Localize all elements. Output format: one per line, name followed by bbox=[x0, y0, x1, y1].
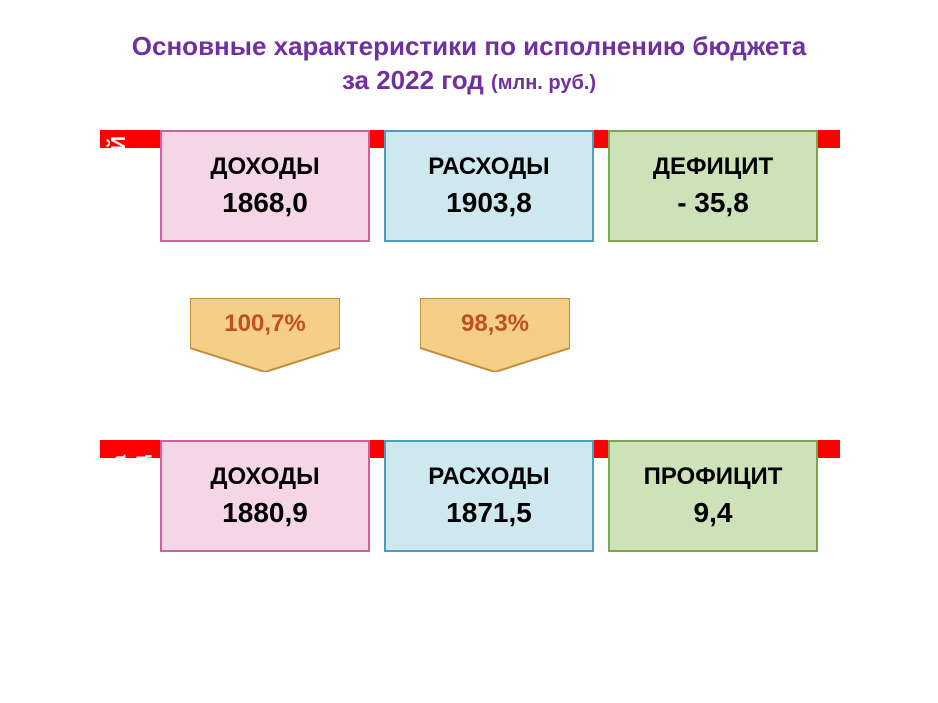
fact-expense-label: РАСХОДЫ bbox=[428, 463, 549, 491]
income-pct-text: 100,7% bbox=[224, 310, 305, 337]
expense-pct-text: 98,3% bbox=[461, 310, 529, 337]
title-line2: за 2022 год bbox=[342, 65, 484, 95]
fact-income-label: ДОХОДЫ bbox=[210, 463, 319, 491]
fact-income-value: 1880,9 bbox=[222, 497, 308, 529]
plan-income-value: 1868,0 bbox=[222, 187, 308, 219]
fact-side-label: ФАКТ за 2022 год bbox=[100, 440, 160, 552]
plan-side-label: ГОДОВОЙ ПЛАН bbox=[100, 130, 160, 242]
title-line1: Основные характеристики по исполнению бю… bbox=[132, 31, 806, 61]
plan-expense-value: 1903,8 bbox=[446, 187, 532, 219]
plan-expense-card: РАСХОДЫ 1903,8 bbox=[384, 130, 594, 242]
expense-pct-arrow: 98,3% bbox=[420, 298, 570, 372]
fact-balance-value: 9,4 bbox=[694, 497, 733, 529]
title-unit: (млн. руб.) bbox=[491, 72, 596, 94]
fact-side-label-l1: ФАКТ за bbox=[108, 455, 130, 537]
plan-balance-value: - 35,8 bbox=[677, 187, 749, 219]
plan-balance-label: ДЕФИЦИТ bbox=[653, 153, 773, 181]
fact-expense-value: 1871,5 bbox=[446, 497, 532, 529]
fact-side-label-l2: 2022 год bbox=[130, 455, 152, 538]
page-title: Основные характеристики по исполнению бю… bbox=[0, 0, 938, 108]
fact-balance-card: ПРОФИЦИТ 9,4 bbox=[608, 440, 818, 552]
fact-balance-label: ПРОФИЦИТ bbox=[644, 463, 783, 491]
plan-balance-card: ДЕФИЦИТ - 35,8 bbox=[608, 130, 818, 242]
plan-side-label-l2: ПЛАН bbox=[130, 136, 152, 236]
fact-expense-card: РАСХОДЫ 1871,5 bbox=[384, 440, 594, 552]
income-pct-arrow: 100,7% bbox=[190, 298, 340, 372]
plan-expense-label: РАСХОДЫ bbox=[428, 153, 549, 181]
fact-cards: ДОХОДЫ 1880,9 РАСХОДЫ 1871,5 ПРОФИЦИТ 9,… bbox=[160, 440, 818, 552]
plan-cards: ДОХОДЫ 1868,0 РАСХОДЫ 1903,8 ДЕФИЦИТ - 3… bbox=[160, 130, 818, 242]
fact-income-card: ДОХОДЫ 1880,9 bbox=[160, 440, 370, 552]
arrows-row: 100,7% 98,3% bbox=[100, 298, 840, 398]
plan-side-label-l1: ГОДОВОЙ bbox=[108, 136, 130, 236]
plan-income-card: ДОХОДЫ 1868,0 bbox=[160, 130, 370, 242]
plan-income-label: ДОХОДЫ bbox=[210, 153, 319, 181]
